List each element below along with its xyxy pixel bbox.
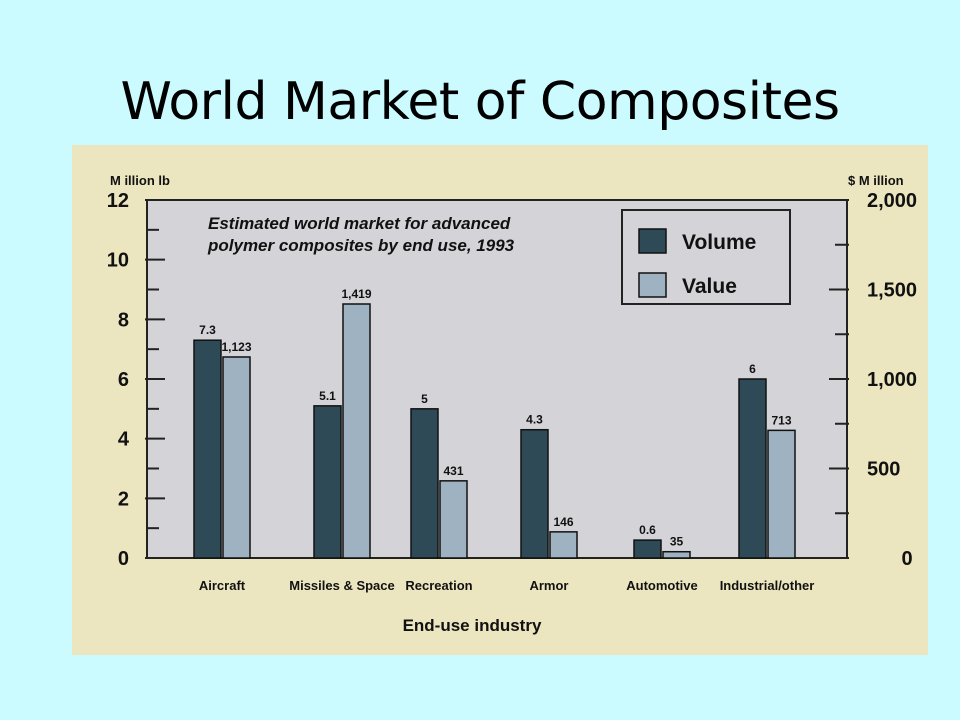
right-tick-label: 2,000 — [867, 190, 917, 212]
left-tick-label: 0 — [118, 548, 129, 570]
data-label-value: 1,123 — [221, 340, 251, 354]
bar-volume — [520, 428, 549, 559]
bar-volume — [410, 408, 439, 559]
chart-title-line: Estimated world market for advanced — [208, 214, 511, 233]
left-tick-label: 10 — [107, 250, 129, 272]
right-tick-label: 0 — [901, 548, 912, 570]
bar-volume — [193, 339, 222, 559]
legend-label-value: Value — [682, 275, 737, 298]
left-tick-label: 8 — [118, 309, 129, 331]
bar-value — [549, 531, 578, 559]
bar-value — [767, 429, 796, 559]
legend-swatch-value — [638, 272, 667, 298]
bar-value — [439, 480, 468, 559]
category-label: Missiles & Space — [289, 578, 395, 593]
y-axis-left-label: M illion lb — [110, 173, 170, 188]
category-label: Automotive — [626, 578, 698, 593]
plot-area — [146, 199, 848, 559]
data-label-volume: 6 — [749, 362, 756, 376]
data-label-value: 431 — [443, 464, 463, 478]
chart-title-line: polymer composites by end use, 1993 — [207, 236, 515, 255]
category-label: Recreation — [405, 578, 472, 593]
data-label-value: 713 — [771, 413, 791, 427]
data-label-value: 1,419 — [341, 287, 371, 301]
right-tick-label: 500 — [867, 459, 900, 481]
right-tick-label: 1,000 — [867, 369, 917, 391]
data-label-value: 35 — [670, 535, 684, 549]
left-tick-label: 12 — [107, 190, 129, 212]
data-label-volume: 5.1 — [319, 389, 336, 403]
left-tick-label: 4 — [118, 429, 130, 451]
category-label: Industrial/other — [720, 578, 815, 593]
data-label-volume: 4.3 — [526, 413, 543, 427]
bar-volume — [313, 405, 342, 559]
bar-volume — [738, 378, 767, 559]
slide-title: World Market of Composites — [120, 72, 840, 132]
bar-chart: M illion lb $ M illion 0 2 4 6 8 10 12 500 1,000 1,… — [107, 173, 917, 635]
left-tick-label: 2 — [118, 488, 129, 510]
data-label-value: 146 — [553, 515, 573, 529]
legend-swatch-volume — [638, 228, 667, 254]
category-label: Aircraft — [199, 578, 246, 593]
bar-value — [222, 356, 251, 559]
chart-figure: M illion lb $ M illion 0 2 4 6 8 10 12 500 1,000 1,… — [72, 145, 928, 655]
x-axis-title: End-use industry — [403, 616, 542, 635]
right-tick-label: 1,500 — [867, 280, 917, 302]
bar-volume — [633, 539, 662, 559]
legend-label-volume: Volume — [682, 231, 756, 254]
data-label-volume: 7.3 — [199, 323, 216, 337]
y-axis-right-label: $ M illion — [848, 173, 904, 188]
bar-value — [662, 550, 691, 559]
category-label: Armor — [529, 578, 568, 593]
left-tick-label: 6 — [118, 369, 129, 391]
legend-box — [621, 209, 791, 305]
data-label-volume: 5 — [421, 392, 428, 406]
data-label-volume: 0.6 — [639, 523, 656, 537]
bar-value — [342, 303, 371, 559]
